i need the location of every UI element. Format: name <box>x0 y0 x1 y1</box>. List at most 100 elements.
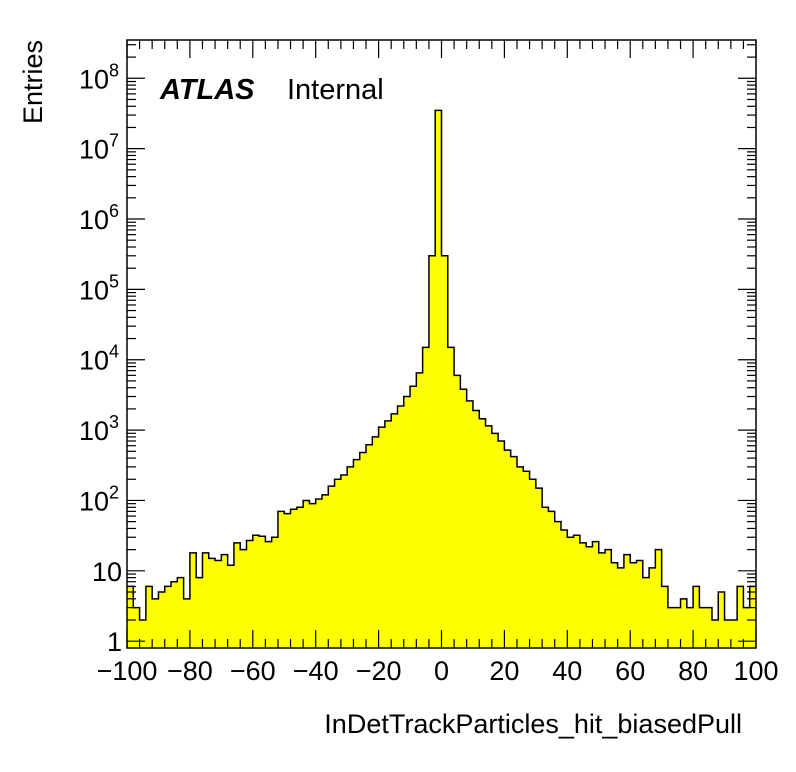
y-tick-label: 106 <box>79 201 119 235</box>
x-tick-label: 80 <box>678 656 708 686</box>
x-tick-labels: −100 −80 −60 −40 −20 0 20 40 60 80 100 <box>97 656 779 686</box>
histogram-bar <box>554 521 562 648</box>
histogram-bar <box>183 598 191 648</box>
histogram-bar <box>259 536 266 648</box>
histogram-bar <box>353 459 361 648</box>
y-tick-label: 108 <box>79 60 119 94</box>
x-tick-label: 20 <box>489 656 519 686</box>
histogram-bar <box>208 558 216 648</box>
x-tick-label: 40 <box>552 656 582 686</box>
histogram-bar <box>655 549 663 648</box>
histogram-bar <box>227 565 235 648</box>
atlas-label-text: Internal <box>287 74 384 106</box>
histogram-bar <box>321 494 329 648</box>
histogram-bar <box>737 586 744 648</box>
histogram-bar <box>164 586 172 648</box>
histogram-bar <box>296 507 304 648</box>
histogram-bar <box>529 479 537 648</box>
histogram-bar <box>277 511 285 648</box>
x-tick-label: −60 <box>230 656 276 686</box>
histogram-bar <box>416 372 424 648</box>
x-tick-label: −40 <box>293 656 339 686</box>
histogram-bar <box>309 503 317 648</box>
histogram-bar <box>328 486 335 648</box>
histogram-bar <box>749 586 757 648</box>
atlas-label: ATLAS Internal <box>159 74 384 106</box>
histogram-bar <box>290 509 298 648</box>
histogram-bar <box>246 540 254 648</box>
histogram-bar <box>428 255 436 648</box>
histogram-bar <box>391 413 398 648</box>
histogram-bar <box>139 620 147 648</box>
histogram-bar <box>177 577 185 648</box>
histogram-bar <box>667 607 675 648</box>
histogram-bar <box>435 110 442 648</box>
histogram-bar <box>460 389 468 648</box>
histogram-bar <box>592 541 600 648</box>
histogram-bar <box>586 546 593 648</box>
plot-frame <box>126 39 757 649</box>
histogram-bar <box>240 549 247 648</box>
histogram-bar <box>642 577 650 648</box>
histogram-bar <box>340 475 348 648</box>
histogram-bar <box>271 537 279 648</box>
histogram-bar <box>284 513 291 648</box>
y-axis-title: Entries <box>18 40 48 124</box>
x-axis-title: InDetTrackParticles_hit_biasedPull <box>324 709 742 739</box>
histogram-bar <box>189 552 197 648</box>
histogram-bar <box>466 400 474 648</box>
histogram-bar <box>516 466 524 648</box>
histogram-bar <box>334 479 342 648</box>
histogram-bar <box>158 591 166 648</box>
histogram-bar <box>221 554 229 648</box>
histogram-bar <box>718 591 725 648</box>
histogram-bar <box>548 511 556 648</box>
histogram-bar <box>743 607 751 648</box>
x-tick-label: 0 <box>434 656 449 686</box>
histogram-bar <box>252 535 260 648</box>
x-tick-label: 60 <box>615 656 645 686</box>
histogram-bar <box>152 598 159 648</box>
histogram-bar <box>598 552 606 648</box>
histogram-bar <box>366 444 373 648</box>
histogram-bar <box>686 607 694 648</box>
histogram-bar <box>315 498 323 648</box>
histogram-bar <box>724 620 732 648</box>
histogram-bar <box>196 577 203 648</box>
histogram-bar <box>454 375 461 648</box>
histogram-bar <box>674 607 681 648</box>
x-tick-label: −100 <box>97 656 158 686</box>
histogram-bar <box>422 347 430 648</box>
histogram-bars <box>127 110 757 648</box>
histogram-bar <box>472 410 480 648</box>
histogram-bar <box>617 567 625 648</box>
histogram-bar <box>498 440 505 648</box>
histogram-bar <box>680 598 688 648</box>
x-tick-label: −20 <box>356 656 402 686</box>
axis-ticks <box>126 40 757 648</box>
histogram-bar <box>378 427 386 648</box>
histogram-bar <box>579 542 587 648</box>
histogram-bar <box>384 420 392 648</box>
histogram-bar <box>215 560 222 648</box>
histogram-bar <box>699 607 707 648</box>
y-tick-label: 105 <box>79 271 119 305</box>
histogram-bar <box>510 456 518 648</box>
histogram-bar <box>359 452 367 648</box>
histogram-bar <box>649 567 656 648</box>
histogram-bar <box>567 537 574 648</box>
histogram-bar <box>542 507 549 648</box>
histogram-bar <box>636 560 644 648</box>
histogram-bar <box>561 530 568 648</box>
y-tick-labels: 1 10 102 103 104 105 106 107 108 <box>79 60 122 657</box>
histogram-bar <box>605 549 612 648</box>
histogram-bar <box>127 586 134 648</box>
x-tick-label: 100 <box>733 656 778 686</box>
histogram-bar <box>623 554 631 648</box>
histogram-bar <box>397 406 405 648</box>
atlas-label-bold: ATLAS <box>159 74 255 106</box>
histogram-bar <box>705 607 713 648</box>
histogram-bar <box>485 425 493 648</box>
histogram-bar <box>347 466 354 648</box>
